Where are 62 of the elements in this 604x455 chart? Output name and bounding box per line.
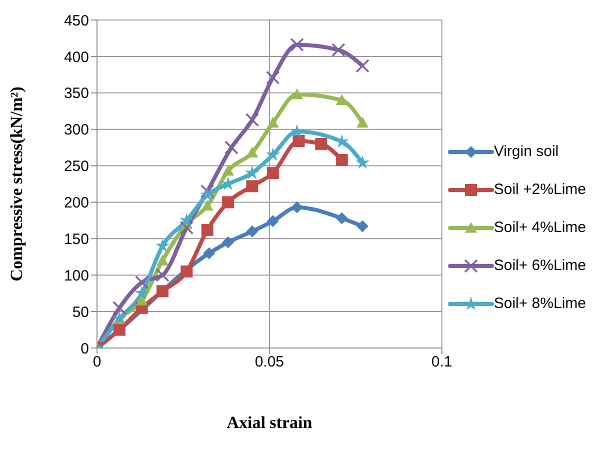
- point: [355, 155, 370, 169]
- y-tick-label: 250: [64, 158, 89, 176]
- point: [292, 134, 305, 147]
- point: [246, 225, 258, 238]
- point: [156, 285, 169, 298]
- point: [336, 154, 348, 166]
- point: [266, 147, 280, 161]
- point: [356, 220, 369, 232]
- y-tick-label: 100: [64, 267, 89, 284]
- point: [266, 215, 279, 228]
- point: [290, 38, 304, 52]
- point: [112, 301, 126, 315]
- point: [134, 276, 149, 290]
- legend-label: Soil+ 8%Lime: [494, 294, 586, 314]
- point: [224, 140, 238, 154]
- point: [356, 59, 370, 73]
- y-tick-label: 450: [64, 12, 89, 30]
- y-tick-label: 300: [64, 122, 89, 139]
- legend-label: Virgin soil: [494, 142, 559, 162]
- legend-label: Soil+ 6%Lime: [494, 256, 586, 276]
- point: [245, 112, 260, 127]
- point: [246, 180, 258, 192]
- x-tick-label: 0: [92, 354, 102, 371]
- point: [291, 88, 304, 100]
- point: [315, 138, 328, 150]
- legend-label: Soil+ 4%Lime: [494, 218, 586, 238]
- point: [200, 184, 214, 198]
- point: [136, 294, 148, 306]
- point: [266, 116, 279, 128]
- point: [180, 265, 193, 278]
- point: [245, 166, 260, 180]
- point: [156, 254, 169, 266]
- point: [266, 167, 279, 180]
- y-tick-label: 150: [64, 230, 89, 248]
- point: [336, 94, 348, 105]
- x-axis-title: Axial strain: [226, 413, 313, 432]
- point: [201, 224, 214, 236]
- point: [266, 70, 280, 84]
- x-tick-label: 0.05: [254, 354, 284, 371]
- y-axis-title: Compressive stress(kN/m²): [7, 86, 26, 282]
- point: [200, 187, 214, 201]
- point: [180, 212, 194, 227]
- y-tick-label: 50: [72, 304, 89, 321]
- legend-label: Soil +2%Lime: [494, 180, 586, 200]
- point: [134, 286, 149, 300]
- point: [155, 238, 170, 252]
- y-tick-label: 400: [64, 48, 89, 66]
- y-tick-label: 0: [80, 340, 89, 358]
- y-tick-label: 350: [64, 85, 89, 102]
- point: [222, 164, 234, 176]
- point: [203, 247, 216, 260]
- point: [156, 268, 170, 282]
- y-tick-label: 200: [64, 194, 89, 212]
- point: [290, 124, 304, 138]
- point: [222, 236, 234, 248]
- x-tick-label: 0.1: [431, 354, 452, 371]
- point: [201, 200, 214, 211]
- point: [222, 196, 234, 208]
- point: [336, 212, 348, 224]
- point: [332, 42, 346, 57]
- point: [180, 220, 194, 235]
- point: [356, 116, 369, 128]
